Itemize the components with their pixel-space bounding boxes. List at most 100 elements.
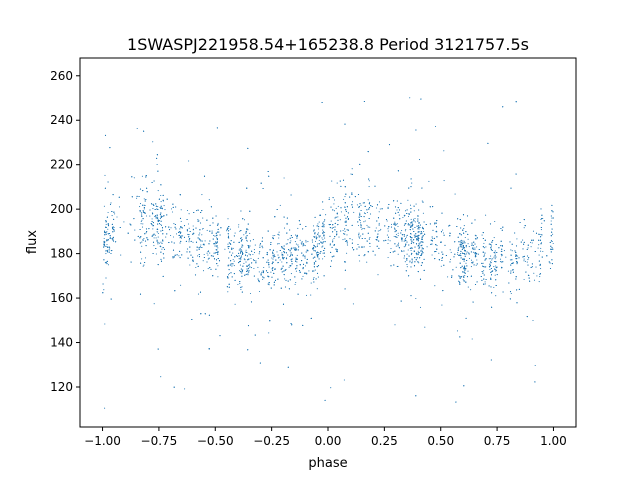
data-point: [457, 218, 459, 220]
data-point: [449, 258, 452, 260]
data-point: [463, 276, 465, 278]
data-point: [186, 209, 189, 212]
data-point: [323, 234, 325, 236]
data-point: [377, 230, 379, 232]
data-point: [368, 178, 370, 180]
data-point: [449, 232, 451, 234]
data-point: [214, 245, 216, 247]
data-point: [512, 271, 514, 273]
data-point: [288, 288, 290, 290]
data-point: [226, 228, 228, 231]
data-point: [317, 228, 320, 230]
data-point: [243, 262, 245, 264]
data-point: [484, 259, 486, 262]
data-point: [321, 237, 323, 239]
data-point: [474, 253, 476, 255]
data-point: [417, 254, 419, 256]
data-point: [312, 257, 314, 259]
data-point: [151, 224, 153, 226]
data-point: [150, 223, 152, 225]
data-point: [332, 224, 334, 226]
data-point: [170, 234, 172, 237]
data-point: [408, 255, 410, 257]
data-point: [368, 238, 370, 240]
data-point: [162, 233, 164, 235]
data-point: [466, 265, 468, 267]
data-point: [181, 227, 183, 229]
data-point: [149, 215, 151, 217]
data-point: [268, 282, 270, 284]
data-point: [472, 245, 475, 247]
data-point: [468, 246, 470, 248]
data-point: [323, 275, 325, 277]
data-point: [398, 214, 400, 216]
data-point: [491, 249, 493, 252]
data-point: [420, 254, 422, 257]
data-point: [301, 252, 303, 254]
data-point: [313, 230, 315, 232]
data-point: [484, 283, 486, 285]
data-point: [181, 254, 183, 256]
data-point: [403, 257, 405, 259]
data-point: [409, 224, 411, 226]
data-point: [179, 250, 181, 252]
data-point: [281, 246, 283, 248]
data-point: [296, 267, 298, 269]
data-point: [349, 238, 351, 240]
data-point: [539, 263, 541, 265]
data-point: [494, 220, 496, 223]
data-point: [360, 226, 362, 228]
data-point: [144, 240, 147, 242]
data-point: [259, 362, 261, 364]
data-point: [549, 267, 552, 270]
data-point: [357, 221, 359, 223]
data-point: [344, 214, 346, 216]
data-point: [109, 147, 111, 149]
data-point: [142, 210, 144, 212]
data-point: [146, 237, 148, 239]
data-point: [516, 262, 518, 264]
data-point: [345, 210, 347, 212]
data-point: [106, 260, 108, 262]
data-point: [283, 257, 285, 259]
data-point: [401, 230, 403, 232]
data-point: [490, 258, 492, 260]
data-point: [240, 255, 242, 257]
data-point: [333, 199, 336, 201]
data-point: [157, 236, 159, 238]
data-point: [401, 237, 403, 239]
data-point: [449, 249, 451, 251]
data-point: [160, 223, 162, 226]
data-point: [243, 234, 245, 236]
data-point: [280, 268, 282, 270]
data-point: [481, 279, 483, 281]
data-point: [490, 262, 492, 264]
data-point: [163, 248, 166, 250]
data-point: [485, 266, 487, 268]
data-point: [281, 261, 283, 263]
data-point: [396, 200, 398, 202]
data-point: [105, 220, 107, 222]
data-point: [145, 232, 147, 234]
data-point: [433, 237, 436, 239]
data-point: [241, 238, 243, 241]
data-point: [144, 257, 147, 259]
data-point: [470, 251, 472, 253]
data-point: [201, 210, 203, 212]
data-point: [507, 270, 509, 272]
data-point: [198, 256, 201, 258]
data-point: [143, 208, 145, 210]
data-point: [112, 237, 114, 239]
data-point: [407, 249, 409, 251]
data-point: [306, 262, 308, 264]
data-point: [360, 246, 363, 248]
data-point: [336, 182, 338, 184]
data-point: [551, 263, 553, 265]
data-point: [408, 275, 410, 277]
data-point: [481, 270, 483, 273]
data-point: [410, 249, 412, 251]
data-point: [388, 203, 390, 206]
data-point: [324, 399, 326, 401]
data-point: [161, 207, 163, 209]
data-point: [247, 349, 249, 351]
